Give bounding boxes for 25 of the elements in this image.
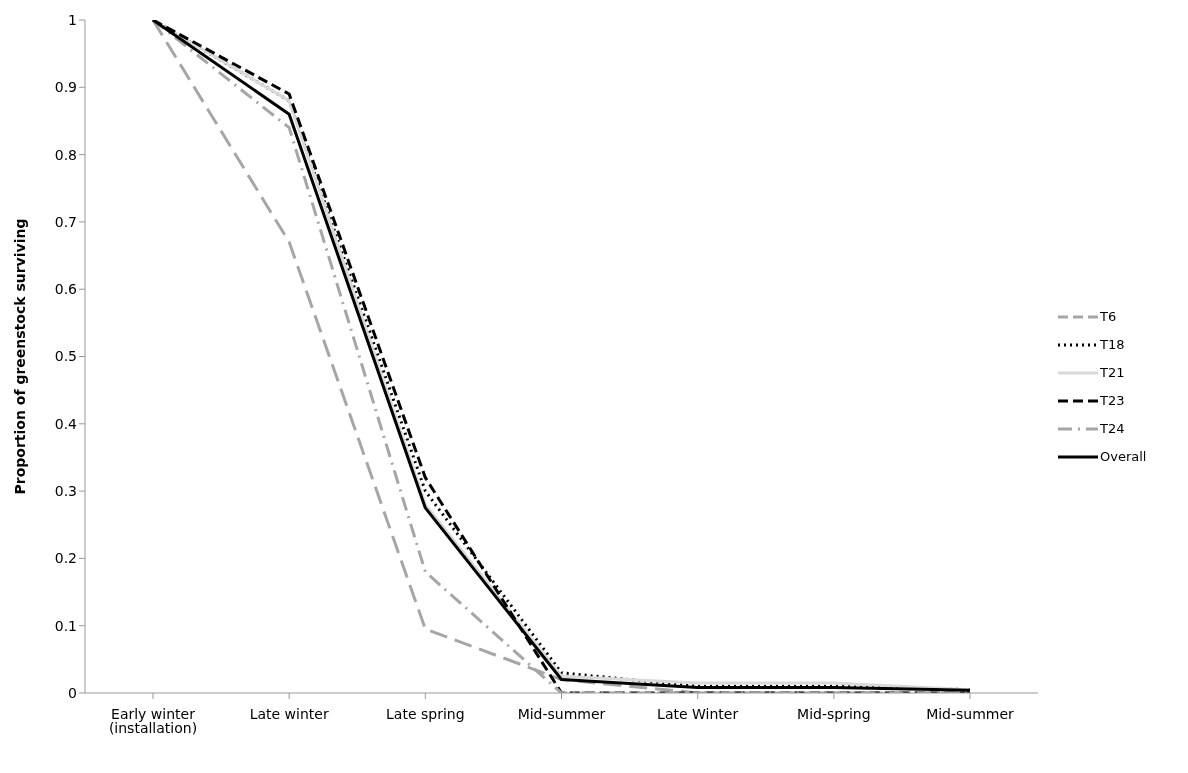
x-tick-label: Late spring [386,705,465,722]
y-tick-label: 0.7 [54,213,77,230]
y-tick-label: 0.1 [54,617,77,634]
x-tick-label: Late Winter [657,705,739,722]
y-tick-label: 0 [68,684,77,701]
y-tick-label: 0.4 [54,415,78,432]
y-tick-label: 1 [68,11,77,28]
x-tick-label: Mid-summer [926,705,1015,722]
legend-label: Overall [1100,449,1147,464]
y-tick-label: 0.8 [54,146,77,163]
legend-label: T6 [1100,309,1117,324]
x-tick-label: Early winter (installation) [108,705,198,736]
legend-label: T18 [1100,337,1125,352]
y-tick-label: 0.6 [54,281,78,298]
y-tick-label: 0.9 [54,79,77,96]
y-tick-label: 0.2 [54,550,77,567]
y-tick-label: 0.5 [54,348,77,365]
legend-label: T21 [1100,365,1125,380]
x-tick-label: Mid-spring [797,705,871,722]
y-axis-title: Proportion of greenstock surviving [11,218,28,495]
legend-label: T23 [1100,393,1125,408]
y-tick-label: 0.3 [54,483,77,500]
x-tick-label: Mid-summer [517,705,606,722]
x-tick-label: Late winter [249,705,329,722]
legend-label: T24 [1100,421,1125,436]
